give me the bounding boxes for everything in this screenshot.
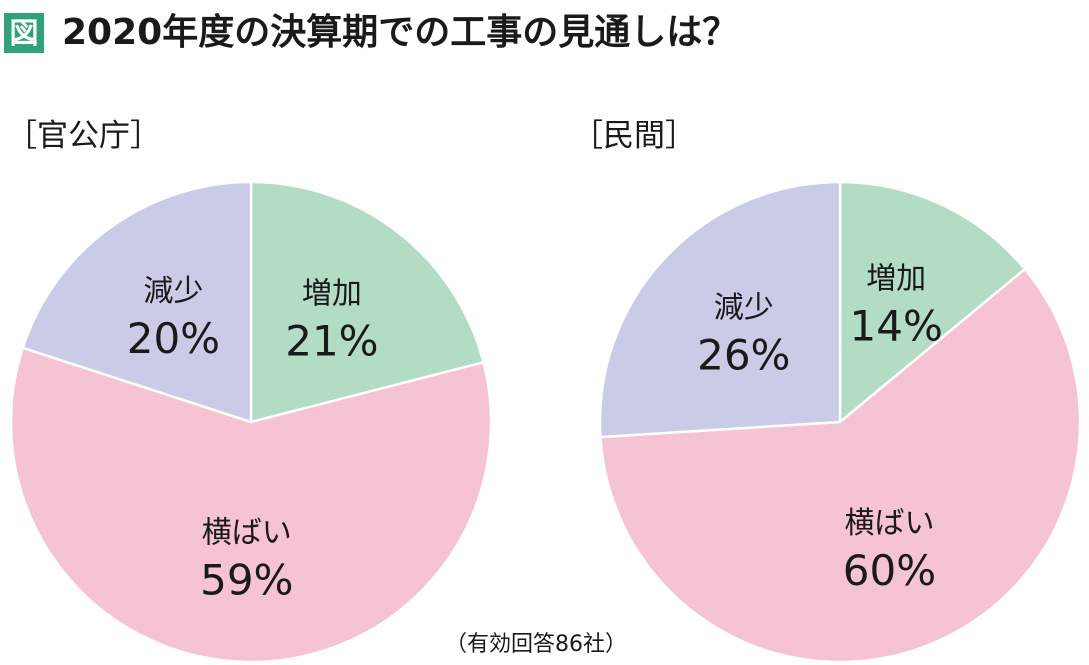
pie-public-label-decrease: 減少: [143, 274, 203, 309]
pie-public-value-increase: 21%: [285, 317, 378, 366]
pie-public-label-flat: 横ばい: [202, 515, 292, 550]
pie-private-value-increase: 14%: [850, 302, 943, 351]
pie-public-value-flat: 59%: [200, 555, 293, 604]
pie-title-private-sector: ［民間］: [572, 118, 696, 154]
chart-title: 2020年度の決算期での工事の見通しは？: [62, 12, 739, 53]
pie-private: 増加 14% 横ばい 60% 減少 26%: [598, 180, 1082, 664]
pie-title-public-sector: ［官公庁］: [6, 118, 161, 154]
pie-private-label-decrease: 減少: [714, 291, 774, 326]
pie-public: 増加 21% 横ばい 59% 減少 20%: [9, 180, 493, 664]
pie-private-value-decrease: 26%: [697, 331, 790, 380]
figure-badge: 図: [4, 13, 44, 53]
pie-private-value-flat: 60%: [843, 546, 936, 595]
pie-private-slice-increase: [838, 180, 1027, 424]
pie-private-label-flat: 横ばい: [844, 506, 934, 541]
pie-public-slice-flat: [9, 346, 493, 664]
pie-public-slice-increase: [249, 180, 485, 424]
pie-public-value-decrease: 20%: [127, 314, 220, 363]
pie-public-slice-decrease: [21, 180, 253, 424]
pie-public-label-increase: 増加: [302, 277, 362, 312]
response-count-note: （有効回答86社）: [445, 632, 627, 657]
pie-private-label-increase: 増加: [866, 262, 926, 297]
pie-private-slice-decrease: [598, 180, 842, 439]
pie-private-slice-flat: [599, 267, 1082, 664]
